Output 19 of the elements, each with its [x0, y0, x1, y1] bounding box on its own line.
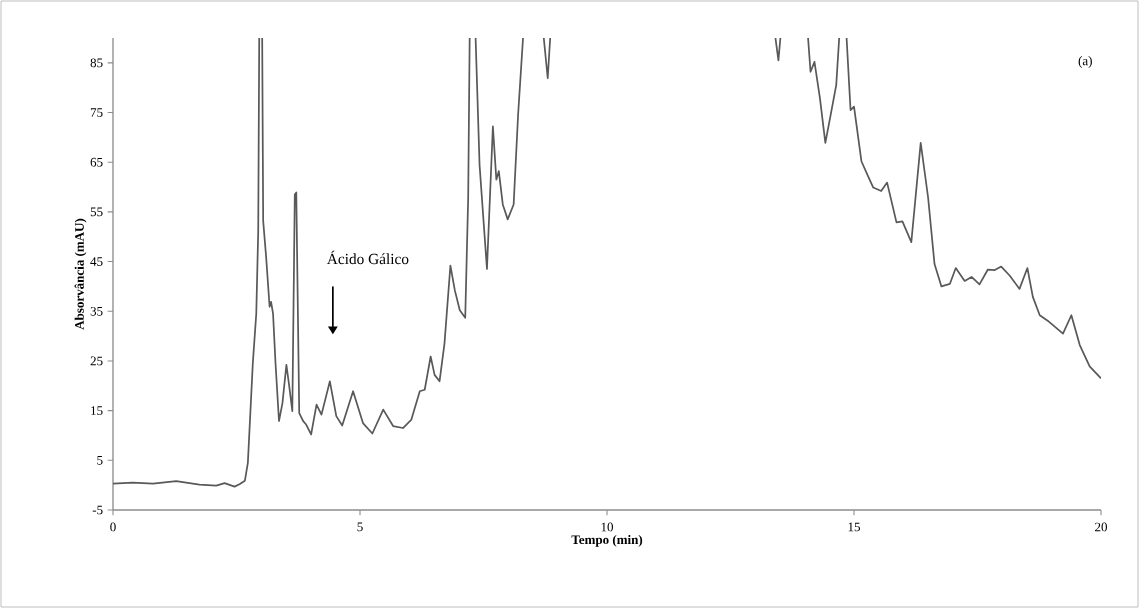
x-tick-label: 20: [1095, 522, 1108, 532]
x-tick-label: 5: [357, 522, 363, 532]
x-tick-label: 10: [601, 522, 614, 532]
y-tick-label: 55: [90, 207, 103, 217]
y-tick-label: 5: [97, 456, 103, 465]
y-tick-label: 15: [91, 406, 103, 415]
y-tick-label: 35: [90, 306, 103, 316]
y-tick-label: 25: [90, 356, 103, 366]
y-tick-label: 65: [90, 157, 103, 167]
y-tick-label: 45: [90, 257, 103, 266]
x-axis-title: Tempo (min): [571, 534, 643, 547]
y-tick-label: 75: [90, 108, 103, 117]
y-tick-label: 85: [90, 58, 103, 68]
annotation: Ácido Gálico: [326, 250, 409, 265]
annotation: (a): [1078, 56, 1092, 68]
x-tick-label: 0: [110, 522, 116, 532]
y-axis-title: Absorvância (mAU): [74, 218, 87, 330]
x-tick-label: 15: [848, 522, 861, 532]
y-tick-label: -5: [92, 505, 103, 515]
